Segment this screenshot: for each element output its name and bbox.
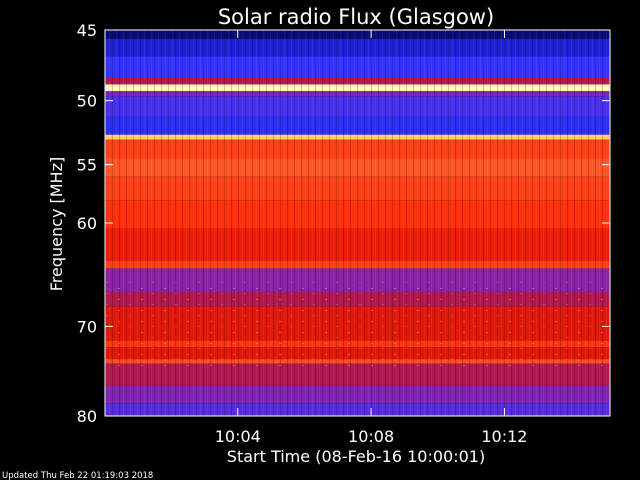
y-axis-label: Frequency [MHz] — [47, 157, 66, 291]
x-tick-label-1: 10:08 — [348, 427, 394, 446]
y-tick-label-55: 55 — [77, 156, 97, 175]
y-axis: 45 50 55 60 70 80 — [77, 21, 610, 426]
plot-area — [104, 29, 611, 417]
y-tick-label-80: 80 — [77, 407, 97, 426]
speck-overlay — [105, 280, 610, 370]
x-tick-label-2: 10:12 — [481, 427, 527, 446]
x-axis: 10:04 10:08 10:12 — [215, 30, 527, 446]
chart-title: Solar radio Flux (Glasgow) — [218, 5, 494, 29]
updated-footer: Updated Thu Feb 22 01:19:03 2018 — [2, 471, 153, 480]
y-tick-label-70: 70 — [77, 317, 97, 336]
x-tick-label-0: 10:04 — [215, 427, 261, 446]
y-tick-label-50: 50 — [77, 92, 97, 111]
y-tick-label-60: 60 — [77, 214, 97, 233]
y-tick-label-45: 45 — [77, 21, 97, 40]
x-axis-label: Start Time (08-Feb-16 10:00:01) — [227, 447, 485, 466]
